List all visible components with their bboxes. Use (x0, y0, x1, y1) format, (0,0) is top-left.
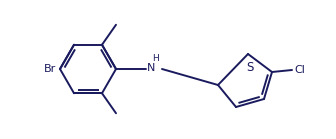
Text: Br: Br (44, 64, 56, 74)
Text: H: H (152, 54, 159, 63)
Text: N: N (147, 63, 155, 73)
Text: S: S (246, 61, 254, 74)
Text: Cl: Cl (294, 65, 305, 75)
